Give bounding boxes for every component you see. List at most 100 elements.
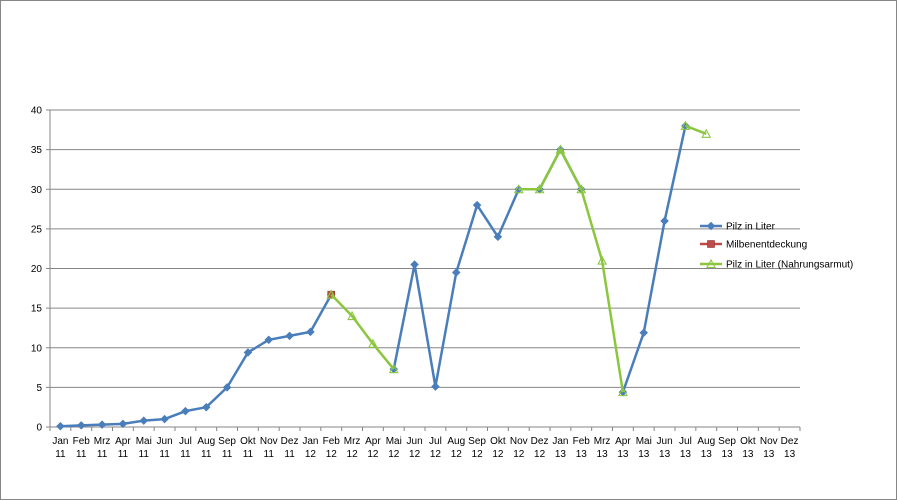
x-tick-label-month: Feb <box>73 436 91 447</box>
x-tick-label-year: 11 <box>159 449 170 460</box>
x-tick-label-year: 12 <box>326 449 338 460</box>
triangle-marker <box>597 255 607 265</box>
diamond-marker <box>56 421 65 431</box>
diamond-marker <box>139 416 149 426</box>
diamond-marker <box>243 348 253 357</box>
x-tick-label-year: 11 <box>180 449 191 460</box>
x-tick-label-month: Dez <box>281 436 299 447</box>
x-tick-label-year: 13 <box>701 449 713 460</box>
x-tick-label-month: Aug <box>697 436 715 447</box>
diamond-marker <box>97 420 107 429</box>
triangle-marker <box>555 144 566 154</box>
x-tick-label-year: 12 <box>430 449 442 460</box>
x-tick-label-month: Sep <box>218 436 236 447</box>
x-tick-label-month: Feb <box>323 436 341 447</box>
x-tick-label-year: 13 <box>555 449 567 460</box>
x-tick-label-month: Nov <box>760 436 778 447</box>
diamond-marker <box>285 331 294 341</box>
diamond-marker <box>493 232 503 242</box>
series-0 <box>56 121 690 431</box>
x-tick-label-year: 12 <box>472 449 484 460</box>
legend-item: Pilz in Liter (Nahrungsarmut) <box>700 258 853 271</box>
triangle-marker <box>701 128 712 138</box>
x-tick-label-year: 13 <box>638 449 650 460</box>
x-tick-label-month: Jun <box>157 436 173 447</box>
y-tick-label: 15 <box>31 304 43 315</box>
legend-label: Milbenentdeckung <box>726 240 807 251</box>
x-tick-label-year: 11 <box>118 449 129 460</box>
y-tick-label: 35 <box>31 145 43 156</box>
y-axis-tick-labels: 0 5 10 15 20 25 30 35 40 <box>31 106 43 434</box>
diamond-marker <box>451 268 461 277</box>
x-tick-label-year: 13 <box>617 449 629 460</box>
x-tick-label-month: Okt <box>740 436 756 447</box>
x-tick-label-year: 11 <box>201 449 212 460</box>
diamond-marker <box>181 406 190 416</box>
diamond-marker <box>410 260 419 269</box>
x-tick-label-month: Jul <box>679 436 692 447</box>
gridlines <box>50 109 800 388</box>
triangle-marker <box>680 120 691 130</box>
x-tick-label-month: Dez <box>531 436 549 447</box>
x-tick-label-year: 11 <box>55 449 66 460</box>
triangle-marker <box>576 184 587 194</box>
diamond-marker <box>160 414 169 424</box>
x-tick-label-year: 13 <box>763 449 775 460</box>
x-tick-label-month: Okt <box>240 436 256 447</box>
x-tick-label-month: Jan <box>52 436 68 447</box>
x-tick-label-month: Sep <box>468 436 486 447</box>
x-tick-label-year: 11 <box>222 449 233 460</box>
x-tick-label-month: Jan <box>302 436 318 447</box>
axes <box>46 109 801 431</box>
x-tick-label-year: 13 <box>659 449 671 460</box>
x-tick-label-year: 11 <box>76 449 87 460</box>
series-line <box>60 294 333 428</box>
diamond-marker <box>118 419 128 429</box>
x-tick-label-month: Aug <box>447 436 465 447</box>
x-tick-label-month: Apr <box>115 436 131 447</box>
x-tick-label-month: Jan <box>552 436 568 447</box>
x-tick-label-month: Mrz <box>344 436 361 447</box>
x-tick-label-year: 11 <box>284 449 295 460</box>
x-tick-label-month: Jul <box>179 436 192 447</box>
diamond-marker <box>706 221 716 231</box>
diamond-marker <box>76 421 86 430</box>
x-tick-label-month: Nov <box>510 436 528 447</box>
series-line <box>518 148 625 393</box>
triangle-marker <box>513 184 524 194</box>
y-tick-label: 25 <box>31 224 43 235</box>
triangle-marker <box>388 363 399 374</box>
x-tick-label-month: Nov <box>260 436 278 447</box>
legend-item: Pilz in Liter <box>700 222 776 233</box>
series-line <box>684 124 707 135</box>
x-tick-label-month: Aug <box>197 436 215 447</box>
triangle-marker <box>326 289 337 299</box>
diamond-marker <box>306 327 315 337</box>
x-tick-label-year: 13 <box>722 449 734 460</box>
x-tick-label-month: Mai <box>386 436 402 447</box>
y-tick-label: 30 <box>31 185 43 196</box>
diamond-marker <box>472 200 482 210</box>
x-tick-label-year: 12 <box>409 449 421 460</box>
triangle-marker <box>368 338 378 348</box>
x-tick-label-year: 12 <box>367 449 379 460</box>
x-tick-label-year: 13 <box>576 449 588 460</box>
x-tick-label-month: Mai <box>136 436 152 447</box>
y-tick-label: 5 <box>36 383 42 394</box>
x-tick-label-month: Apr <box>365 436 381 447</box>
series-line <box>330 293 395 370</box>
x-tick-label-year: 13 <box>784 449 796 460</box>
x-tick-label-year: 12 <box>388 449 400 460</box>
x-tick-label-month: Jul <box>429 436 442 447</box>
triangle-marker <box>534 184 545 194</box>
triangle-marker <box>618 386 628 397</box>
x-tick-label-month: Feb <box>573 436 591 447</box>
x-axis-tick-labels: Jan 11 Feb 11 Mrz 11 Apr 11 Mai 11 Jun 11 Jul 11 Aug 11… <box>52 436 798 460</box>
x-tick-label-year: 13 <box>742 449 754 460</box>
diamond-marker <box>431 382 440 391</box>
x-tick-label-year: 13 <box>597 449 609 460</box>
x-tick-label-year: 11 <box>139 449 150 460</box>
x-tick-label-year: 11 <box>97 449 108 460</box>
x-tick-label-month: Jun <box>657 436 673 447</box>
